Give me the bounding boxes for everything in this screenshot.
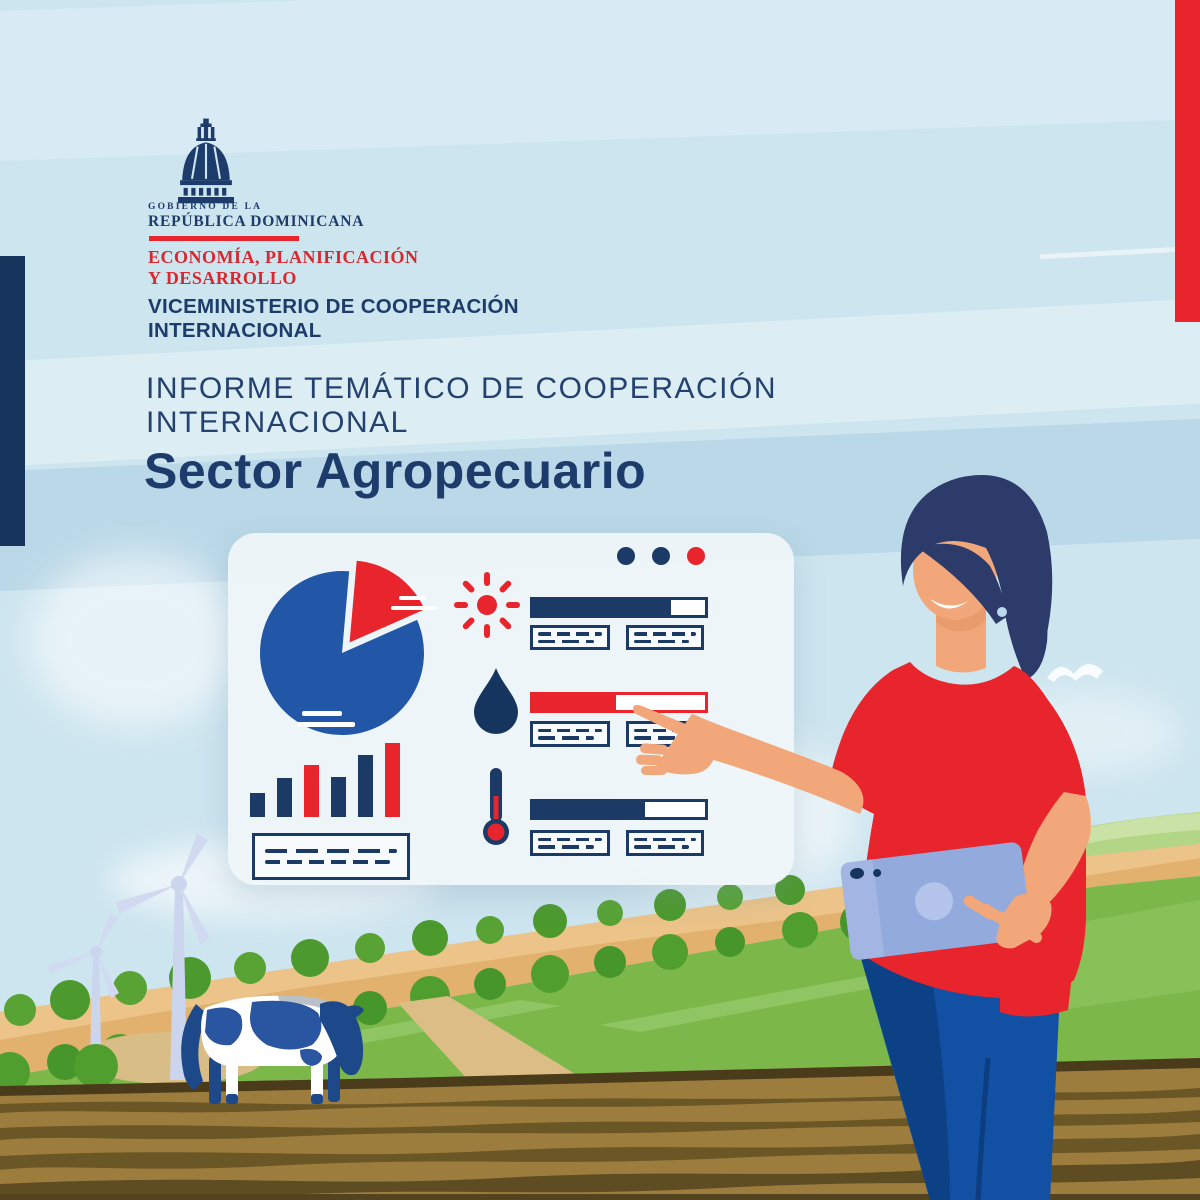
- text-placeholder-box: [530, 721, 610, 747]
- wind-turbines-icon: [48, 833, 210, 1090]
- text-placeholder-box: [530, 830, 610, 856]
- logo-country-line: REPÚBLICA DOMINICANA: [148, 213, 365, 230]
- viceministry-line2: INTERNACIONAL: [148, 319, 322, 342]
- smile: [930, 599, 968, 609]
- water-drop-icon: [474, 668, 518, 734]
- woman-hair-front: [900, 475, 1053, 679]
- report-kicker-line1: INFORME TEMÁTICO DE COOPERACIÓN: [146, 372, 777, 405]
- tablet-camera-icon: [873, 868, 882, 877]
- mini-bar: [250, 793, 265, 817]
- window-dot: [687, 547, 705, 565]
- tablet-camera-icon: [850, 867, 865, 879]
- earring: [997, 607, 1007, 617]
- window-dot: [652, 547, 670, 565]
- woman-hip-arm: [1014, 792, 1091, 914]
- left-accent-bar: [0, 256, 25, 546]
- woman-tablet-hand: [963, 893, 1052, 949]
- report-kicker-line2: INTERNACIONAL: [146, 406, 409, 439]
- bush-row: [4, 875, 805, 1026]
- pie-label-line: [399, 596, 426, 600]
- mini-bar: [277, 778, 292, 817]
- report-title: Sector Agropecuario: [144, 443, 647, 499]
- caption-placeholder-box: [252, 833, 410, 880]
- right-accent-bar: [1175, 0, 1200, 322]
- text-placeholder-box: [626, 830, 704, 856]
- progress-bar: [530, 799, 708, 820]
- progress-bar: [530, 597, 708, 618]
- woman-pointing-arm: [633, 704, 864, 814]
- pie-label-line: [302, 711, 342, 716]
- mini-bar: [331, 777, 346, 817]
- logo-red-rule: [149, 236, 299, 241]
- pie-label-line: [297, 722, 355, 727]
- logo-government-line: GOBIERNO DE LA: [148, 202, 263, 212]
- ministry-name-line2: Y DESARROLLO: [148, 268, 297, 288]
- pie-label-line: [391, 606, 437, 610]
- text-placeholder-box: [626, 625, 704, 650]
- pie-slice-red: [349, 560, 425, 643]
- mini-bar: [304, 765, 319, 817]
- cow-illustration: [181, 995, 364, 1104]
- pie-chart: [259, 560, 425, 735]
- sun-icon: [452, 570, 522, 640]
- window-dot: [617, 547, 635, 565]
- tablet: [840, 842, 1032, 960]
- mini-bar: [385, 743, 400, 817]
- mini-bar-chart: [250, 741, 418, 817]
- ministry-name-line1: ECONOMÍA, PLANIFICACIÓN: [148, 247, 419, 267]
- bird-icon: [1047, 664, 1103, 682]
- thermometer-icon: [483, 768, 509, 845]
- text-placeholder-box: [530, 625, 610, 650]
- mini-bar: [358, 755, 373, 817]
- pie-body-blue: [259, 571, 424, 735]
- national-dome-icon: [178, 118, 234, 204]
- viceministry-line1: VICEMINISTERIO DE COOPERACIÓN: [148, 295, 519, 318]
- window-dots: [617, 547, 705, 565]
- progress-bar: [530, 692, 708, 713]
- cloud: [28, 552, 243, 727]
